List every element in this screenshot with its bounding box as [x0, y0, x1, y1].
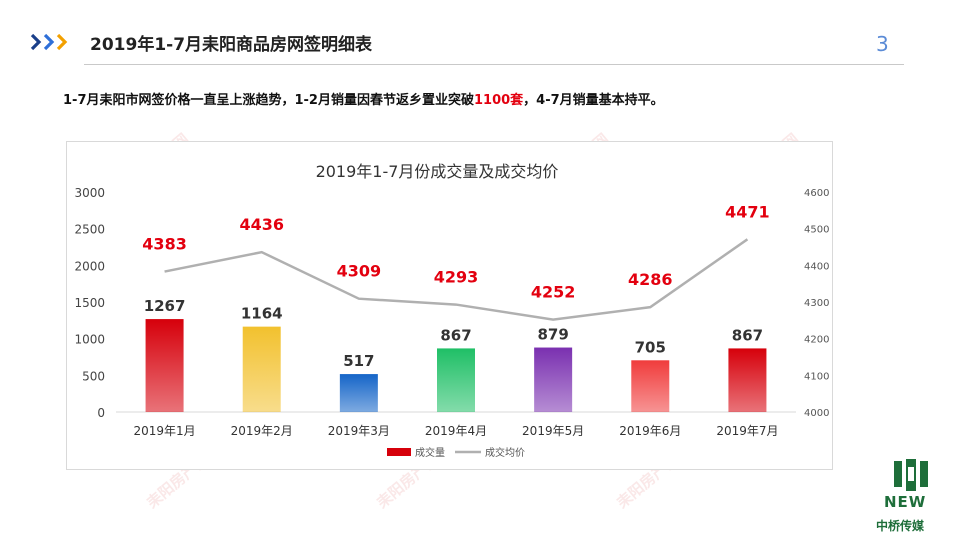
brand-name: 中桥传媒: [876, 519, 925, 533]
bar-2: [242, 326, 281, 412]
line-value-label: 4436: [239, 215, 284, 234]
bar-3: [339, 374, 378, 412]
bar-4: [437, 348, 475, 412]
line-value-label: 4383: [142, 235, 187, 254]
bar-value-label: 705: [635, 338, 666, 356]
line-value-label: 4471: [725, 202, 770, 221]
price-line: [164, 238, 749, 321]
x-tick-label: 2019年7月: [716, 424, 778, 438]
y-right-tick-label: 4400: [804, 261, 829, 272]
y-right-tick-label: 4100: [804, 371, 829, 382]
y-right-tick-label: 4600: [804, 188, 829, 199]
x-tick-label: 2019年3月: [328, 424, 390, 438]
x-tick-label: 2019年5月: [522, 424, 584, 438]
summary-text: 1-7月耒阳市网签价格一直呈上涨趋势，1-2月销量因春节返乡置业突破1100套，…: [63, 89, 664, 108]
chevron-arrows-icon: [30, 33, 68, 51]
x-axis-labels: 2019年1月 2019年2月 2019年3月 2019年4月 2019年5月 2019年…: [133, 424, 778, 438]
bar-value-label: 879: [537, 326, 568, 344]
y-axis-left: 0 500 1000 1500 2000 2500 3000: [74, 186, 105, 420]
bar-6: [631, 360, 670, 412]
summary-after: ，4-7月销量基本持平。: [523, 93, 664, 108]
bar-value-label: 1267: [144, 297, 186, 315]
y-left-tick-label: 500: [82, 369, 105, 383]
y-right-tick-label: 4200: [804, 335, 829, 346]
y-axis-right: 4000 4100 4200 4300 4400 4500 4600: [804, 188, 829, 419]
summary-highlight: 1100套: [473, 93, 524, 108]
bar-series: 1267 1164 517 867 879 705 867: [144, 297, 767, 412]
summary-before: 1-7月耒阳市网签价格一直呈上涨趋势，1-2月销量因春节返乡置业突破: [63, 93, 474, 108]
slide-title: 2019年1-7月耒阳商品房网签明细表: [90, 35, 373, 55]
chart-legend: 成交量 成交均价: [387, 446, 525, 459]
line-series: 4383 4436 4309 4293 4252 4286 4471: [142, 202, 770, 321]
bar-value-label: 867: [732, 326, 763, 344]
legend-label-bar: 成交量: [415, 446, 445, 459]
brand-mark-icon: [894, 459, 928, 491]
combo-chart: 2019年1-7月份成交量及成交均价 0 500 1000 1500 2000 2500 3…: [74, 162, 829, 459]
bar-7: [728, 348, 767, 412]
chart-title: 2019年1-7月份成交量及成交均价: [316, 162, 559, 181]
y-left-tick-label: 2000: [74, 259, 105, 273]
y-right-tick-label: 4000: [804, 408, 829, 419]
legend-label-line: 成交均价: [485, 446, 525, 459]
page-number: 3: [876, 32, 889, 56]
x-tick-label: 2019年2月: [231, 424, 293, 438]
y-left-tick-label: 3000: [74, 186, 105, 200]
bar-5: [534, 347, 573, 412]
title-divider: [84, 64, 904, 65]
x-tick-label: 2019年6月: [619, 424, 681, 438]
line-value-label: 4309: [337, 262, 382, 281]
y-left-tick-label: 1500: [74, 296, 105, 310]
brand-logo: NEW 中桥传媒: [876, 457, 946, 535]
x-tick-label: 2019年4月: [425, 424, 487, 438]
bar-value-label: 867: [440, 326, 471, 344]
legend-swatch-bar: [387, 448, 411, 456]
line-value-label: 4252: [531, 283, 576, 302]
y-right-tick-label: 4500: [804, 225, 829, 236]
bar-1: [145, 319, 184, 412]
line-value-label: 4286: [628, 270, 673, 289]
y-right-tick-label: 4300: [804, 298, 829, 309]
bar-value-label: 1164: [241, 305, 283, 323]
y-left-tick-label: 0: [97, 406, 105, 420]
line-value-label: 4293: [434, 268, 479, 287]
chart-panel: 2019年1-7月份成交量及成交均价 0 500 1000 1500 2000 2500 3…: [66, 141, 833, 470]
x-tick-label: 2019年1月: [133, 424, 195, 438]
y-left-tick-label: 2500: [74, 223, 105, 237]
y-left-tick-label: 1000: [74, 333, 105, 347]
brand-new-text: NEW: [884, 493, 927, 511]
bar-value-label: 517: [343, 352, 374, 370]
